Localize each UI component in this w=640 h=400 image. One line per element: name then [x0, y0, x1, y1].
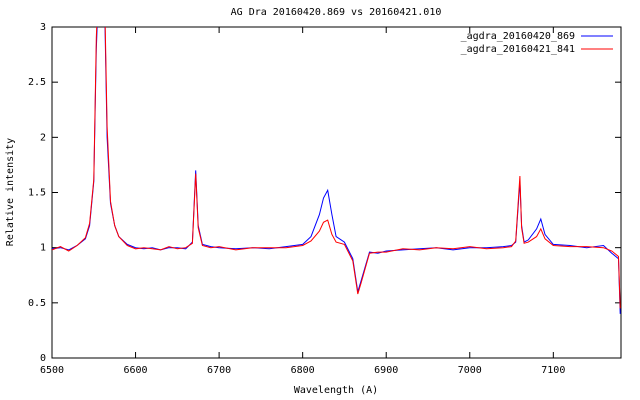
y-tick-label: 2 [40, 132, 46, 143]
x-axis-label: Wavelength (A) [294, 385, 378, 396]
x-tick-label: 7000 [458, 365, 482, 376]
x-tick-label: 6500 [40, 365, 64, 376]
x-tick-label: 6600 [124, 365, 148, 376]
plot-frame [51, 26, 622, 359]
y-axis-label: Relative intensity [5, 138, 16, 246]
y-tick-label: 0 [40, 353, 46, 364]
y-tick-label: 1 [40, 243, 46, 254]
x-tick-label: 6700 [207, 365, 231, 376]
series-line [52, 27, 621, 309]
x-tick-label: 7100 [541, 365, 565, 376]
x-tick-label: 6800 [291, 365, 315, 376]
y-tick-label: 0.5 [28, 298, 46, 309]
y-tick-label: 2.5 [28, 77, 46, 88]
x-tick-label: 6900 [374, 365, 398, 376]
y-tick-label: 1.5 [28, 188, 46, 199]
legend-label: _agdra_20160421_841 [461, 44, 575, 55]
y-tick-label: 3 [40, 22, 46, 33]
legend-label: _agdra_20160420_869 [461, 31, 575, 42]
chart-title: AG Dra 20160420.869 vs 20160421.010 [231, 7, 442, 18]
